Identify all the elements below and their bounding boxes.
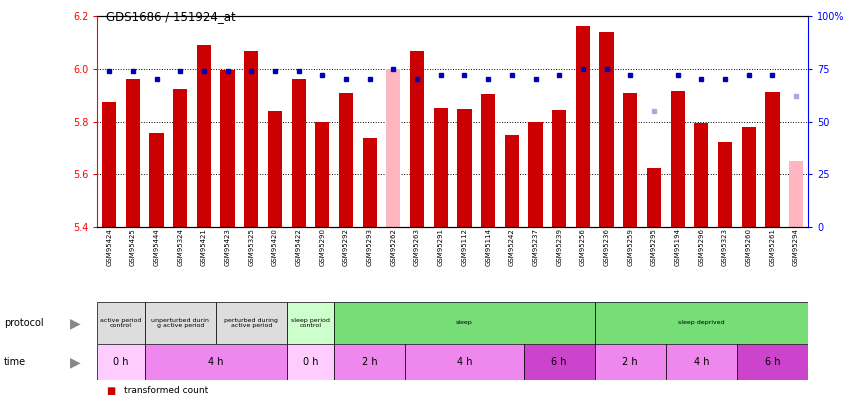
- Bar: [287, 344, 334, 380]
- Text: GDS1686 / 151924_at: GDS1686 / 151924_at: [106, 10, 235, 23]
- Bar: [624, 93, 637, 227]
- Text: perturbed during
active period: perturbed during active period: [224, 318, 278, 328]
- Text: sleep period
control: sleep period control: [291, 318, 330, 328]
- Bar: [671, 91, 684, 227]
- Bar: [334, 302, 595, 344]
- Bar: [524, 344, 595, 380]
- Bar: [126, 79, 140, 227]
- Bar: [334, 344, 405, 380]
- Bar: [410, 51, 424, 227]
- Bar: [145, 344, 287, 380]
- Bar: [695, 123, 708, 227]
- Bar: [97, 344, 145, 380]
- Text: unperturbed durin
g active period: unperturbed durin g active period: [151, 318, 209, 328]
- Text: 2 h: 2 h: [623, 357, 638, 367]
- Bar: [718, 142, 732, 227]
- Bar: [552, 110, 566, 227]
- Bar: [287, 302, 334, 344]
- Bar: [600, 32, 613, 227]
- Bar: [529, 122, 542, 227]
- Bar: [216, 302, 287, 344]
- Text: time: time: [4, 357, 26, 367]
- Bar: [595, 344, 666, 380]
- Bar: [339, 93, 353, 227]
- Bar: [434, 108, 448, 227]
- Bar: [268, 111, 282, 227]
- Bar: [595, 302, 808, 344]
- Text: active period
control: active period control: [101, 318, 141, 328]
- Bar: [737, 344, 808, 380]
- Text: transformed count: transformed count: [124, 386, 209, 395]
- Text: sleep: sleep: [456, 320, 473, 326]
- Text: sleep deprived: sleep deprived: [678, 320, 725, 326]
- Bar: [789, 161, 803, 227]
- Text: 2 h: 2 h: [362, 357, 377, 367]
- Text: ■: ■: [106, 386, 115, 396]
- Bar: [405, 344, 524, 380]
- Bar: [481, 94, 495, 227]
- Bar: [316, 122, 329, 227]
- Bar: [505, 135, 519, 227]
- Bar: [150, 133, 163, 227]
- Text: ▶: ▶: [69, 355, 80, 369]
- Bar: [647, 168, 661, 227]
- Bar: [173, 89, 187, 227]
- Bar: [458, 109, 471, 227]
- Bar: [145, 302, 216, 344]
- Text: 6 h: 6 h: [552, 357, 567, 367]
- Text: 6 h: 6 h: [765, 357, 780, 367]
- Bar: [292, 79, 305, 227]
- Text: ▶: ▶: [69, 316, 80, 330]
- Text: 4 h: 4 h: [457, 357, 472, 367]
- Bar: [576, 26, 590, 227]
- Text: protocol: protocol: [4, 318, 44, 328]
- Bar: [102, 102, 116, 227]
- Text: 4 h: 4 h: [208, 357, 223, 367]
- Bar: [244, 51, 258, 227]
- Bar: [742, 127, 755, 227]
- Bar: [197, 45, 211, 227]
- Bar: [363, 138, 376, 227]
- Bar: [97, 302, 145, 344]
- Bar: [387, 69, 400, 227]
- Text: 0 h: 0 h: [113, 357, 129, 367]
- Text: 4 h: 4 h: [694, 357, 709, 367]
- Bar: [221, 70, 234, 227]
- Text: 0 h: 0 h: [303, 357, 318, 367]
- Bar: [666, 344, 737, 380]
- Bar: [766, 92, 779, 227]
